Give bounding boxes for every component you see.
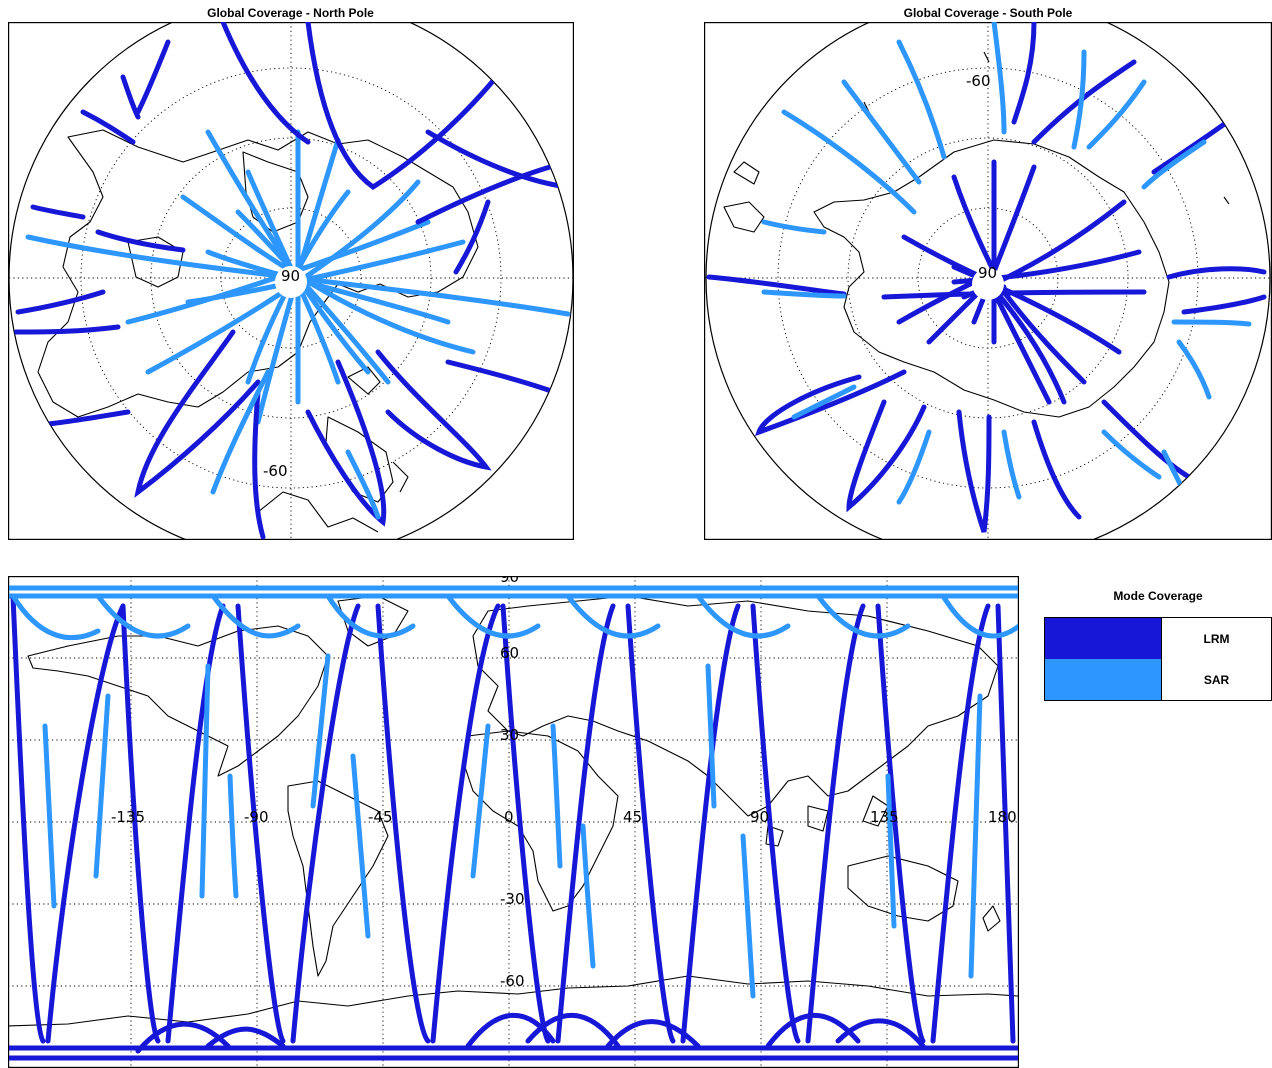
legend-table: LRM SAR	[1044, 617, 1272, 701]
south-pole-map: 90 -60	[704, 22, 1272, 540]
lon-label: -135	[111, 808, 145, 826]
south-center-label: 90	[978, 264, 997, 282]
lat-label: -30	[500, 890, 525, 908]
sar-swatch	[1045, 659, 1162, 700]
sar-label: SAR	[1203, 672, 1230, 687]
legend-row-sar: SAR	[1045, 659, 1271, 700]
lon-label: 135	[870, 808, 899, 826]
legend-title: Mode Coverage	[1113, 589, 1203, 603]
lon-label: -45	[368, 808, 393, 826]
lat-label: -60	[500, 972, 525, 990]
global-coverage-map: 90 -135 -90 -45 0 45 90 135 180 60 30 -3…	[8, 576, 1019, 1068]
lon-label: 180	[988, 808, 1017, 826]
north-center-label: 90	[281, 267, 300, 285]
north-lat-label: -60	[263, 462, 288, 480]
south-pole-title: Global Coverage - South Pole	[903, 6, 1073, 20]
lon-label: 90	[750, 808, 769, 826]
north-pole-title: Global Coverage - North Pole	[207, 6, 374, 20]
lrm-label: LRM	[1203, 631, 1230, 646]
lon-label: 45	[623, 808, 642, 826]
mode-coverage-legend: Mode Coverage LRM SAR	[1044, 581, 1272, 701]
lon-label: 0	[504, 808, 514, 826]
lrm-swatch	[1045, 618, 1162, 659]
global-top-label: 90	[500, 576, 519, 586]
north-pole-map: 90 -60	[8, 22, 574, 540]
global-graticule	[8, 576, 1019, 1068]
legend-row-lrm: LRM	[1045, 618, 1271, 659]
lat-label: 30	[500, 726, 519, 744]
south-pole-tracks	[706, 22, 1267, 533]
lon-label: -90	[244, 808, 269, 826]
lat-label: 60	[500, 644, 519, 662]
global-tracks	[9, 585, 1018, 1061]
south-lat-label: -60	[966, 72, 991, 90]
